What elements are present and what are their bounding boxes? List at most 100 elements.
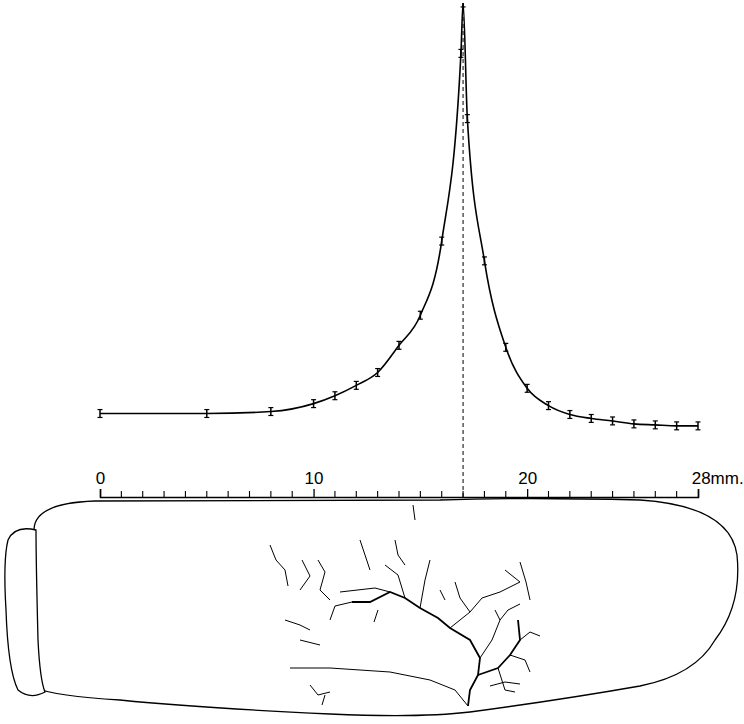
error-bar xyxy=(653,421,658,429)
tick: 28mm. xyxy=(692,469,744,497)
error-bar xyxy=(465,115,470,123)
minor-tick xyxy=(655,491,656,497)
error-bar xyxy=(461,3,466,7)
error-bar xyxy=(525,384,530,392)
error-bar-cap xyxy=(268,407,273,408)
error-bar xyxy=(631,420,636,428)
tick-mark xyxy=(313,489,314,497)
tick: 0 xyxy=(96,469,105,497)
minor-tick xyxy=(142,491,143,497)
minor-tick xyxy=(676,491,677,497)
error-bar-cap xyxy=(631,427,636,428)
error-bar xyxy=(439,237,444,245)
error-bar xyxy=(311,400,316,408)
tick-mark xyxy=(527,489,528,497)
error-bar-cap xyxy=(98,417,103,418)
specimen-drawing xyxy=(5,499,738,716)
tick-label: 20 xyxy=(518,469,537,488)
error-bar-stem xyxy=(548,402,550,410)
error-bar-cap xyxy=(204,417,209,418)
minor-tick xyxy=(292,491,293,497)
error-bar-stem xyxy=(484,257,486,265)
figure: 0 10 20 28mm. xyxy=(0,0,744,724)
error-bar-cap xyxy=(354,381,359,382)
minor-tick xyxy=(206,491,207,497)
curve xyxy=(100,3,698,426)
error-bar-stem xyxy=(356,381,358,389)
error-bar-cap xyxy=(525,392,530,393)
error-bar xyxy=(268,408,273,416)
error-bar xyxy=(397,341,402,349)
error-bar-cap xyxy=(631,419,636,420)
error-bar-cap xyxy=(458,57,463,58)
error-bar-cap xyxy=(610,424,615,425)
error-bar-stem xyxy=(334,392,336,400)
error-bar xyxy=(546,402,551,410)
error-bar-cap xyxy=(674,421,679,422)
error-bar-stem xyxy=(526,384,528,392)
error-bar-cap xyxy=(525,384,530,385)
error-bar-cap xyxy=(268,415,273,416)
error-bar-cap xyxy=(439,237,444,238)
error-bar xyxy=(610,417,615,425)
tick-label: 0 xyxy=(96,469,105,488)
error-bar-cap xyxy=(482,256,487,257)
vessel xyxy=(285,620,310,630)
error-bar-stem xyxy=(99,410,101,418)
vessel xyxy=(340,588,390,592)
minor-tick xyxy=(270,491,271,497)
error-bar xyxy=(482,257,487,265)
error-bar-cap xyxy=(589,422,594,423)
error-bar xyxy=(503,343,508,351)
error-bar-cap xyxy=(465,114,470,115)
error-bar-cap xyxy=(546,409,551,410)
vessel xyxy=(490,682,520,686)
vessel xyxy=(300,560,310,590)
tick: 10 xyxy=(305,469,324,497)
minor-tick xyxy=(185,491,186,497)
error-bar xyxy=(567,411,572,419)
error-bar-stem xyxy=(697,422,699,430)
error-bar-stem xyxy=(633,420,635,428)
vessel xyxy=(520,632,540,640)
vessel xyxy=(395,540,405,565)
tick: 20 xyxy=(518,469,537,497)
vessel xyxy=(520,562,530,600)
vessel xyxy=(510,655,530,672)
error-bar-stem xyxy=(441,237,443,245)
error-bar-cap xyxy=(546,401,551,402)
error-bar-cap xyxy=(332,391,337,392)
error-bar-stem xyxy=(676,422,678,430)
minor-tick xyxy=(505,491,506,497)
error-bar-stem xyxy=(655,421,657,429)
error-bar xyxy=(674,422,679,430)
vessel xyxy=(290,668,468,706)
error-bar xyxy=(354,381,359,389)
minor-tick xyxy=(398,491,399,497)
error-bar-cap xyxy=(397,349,402,350)
error-bar-cap xyxy=(653,428,658,429)
minor-tick xyxy=(548,491,549,497)
peak-line xyxy=(463,3,464,497)
error-bar-cap xyxy=(311,407,316,408)
error-bar-cap xyxy=(567,410,572,411)
error-bar-cap xyxy=(653,420,658,421)
vessel xyxy=(450,582,520,628)
error-bar-cap xyxy=(375,368,380,369)
tick-label: 10 xyxy=(305,469,324,488)
minor-tick xyxy=(420,491,421,497)
x-axis: 0 10 20 28mm. xyxy=(96,469,744,498)
minor-tick xyxy=(633,491,634,497)
minor-tick xyxy=(441,491,442,497)
minor-tick xyxy=(249,491,250,497)
vessel xyxy=(330,602,352,620)
error-bar-cap xyxy=(418,319,423,320)
error-bar-cap xyxy=(332,399,337,400)
error-bar-cap xyxy=(482,264,487,265)
error-bar-stem xyxy=(377,369,379,377)
error-bar-cap xyxy=(418,311,423,312)
vessel xyxy=(455,582,470,612)
error-bar-cap xyxy=(674,429,679,430)
minor-ticks xyxy=(121,491,676,497)
error-bar-cap xyxy=(461,6,466,7)
